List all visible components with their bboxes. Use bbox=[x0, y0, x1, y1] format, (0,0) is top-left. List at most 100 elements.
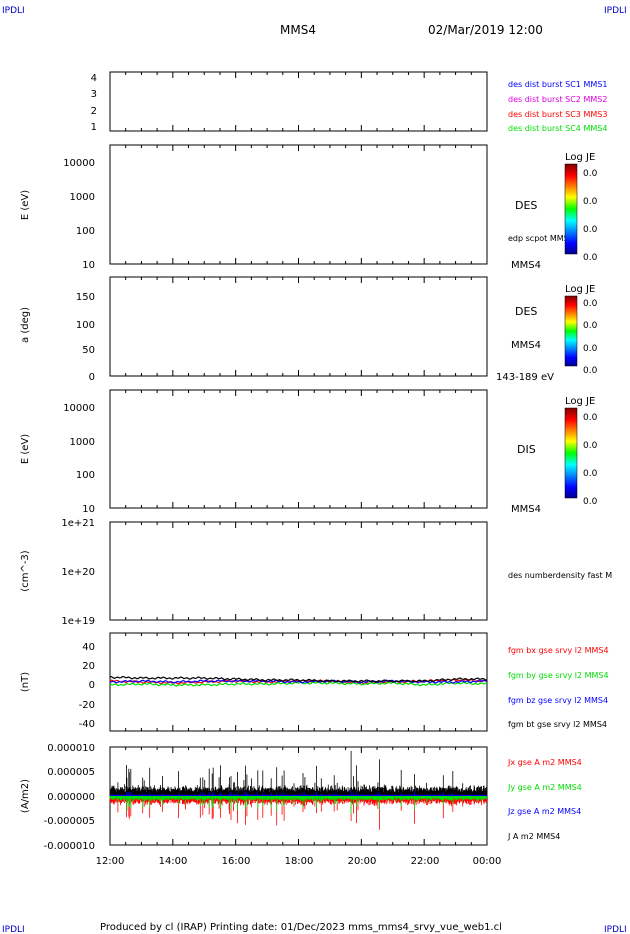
j-series-trace bbox=[109, 796, 487, 830]
tick-label: 4 bbox=[91, 73, 97, 84]
tick-label: 20 bbox=[82, 661, 95, 672]
tick-label: 10000 bbox=[63, 158, 95, 169]
j-series-trace bbox=[109, 796, 487, 814]
legend-label: des dist burst SC2 MMS2 bbox=[508, 95, 607, 104]
colorbar-tick: 0.0 bbox=[583, 197, 598, 207]
colorbar-tick: 0.0 bbox=[583, 441, 598, 451]
colorbar-tick: 0.0 bbox=[583, 497, 598, 507]
tick-label: -0.000005 bbox=[44, 816, 95, 827]
colorbar-tick: 0.0 bbox=[583, 225, 598, 235]
legend-label: des numberdensity fast M bbox=[508, 571, 612, 580]
tick-label: 100 bbox=[76, 470, 95, 481]
panel-des-energy-frame bbox=[109, 144, 488, 265]
j-series-trace bbox=[109, 750, 487, 796]
colorbar-title: Log JE bbox=[565, 284, 595, 295]
legend-label: fgm by gse srvy l2 MMS4 bbox=[508, 671, 609, 680]
legend-label: Jy gse A m2 MMS4 bbox=[507, 783, 582, 792]
panel-label-dis: DIS bbox=[517, 443, 536, 456]
tick-label: 150 bbox=[76, 292, 95, 303]
axis-label-dis-energy: E (eV) bbox=[20, 434, 31, 464]
plot-datetime: 02/Mar/2019 12:00 bbox=[428, 23, 543, 37]
axis-label-magnetic-field: (nT) bbox=[20, 672, 31, 692]
panel-des-pitch-frame bbox=[109, 276, 488, 377]
colorbar-dis-energy: Log JE 0.0 0.0 0.0 0.0 bbox=[564, 396, 598, 507]
colorbar-title: Log JE bbox=[565, 396, 595, 407]
legend-label: fgm bz gse srvy l2 MMS4 bbox=[508, 696, 608, 705]
panel-spacecraft-frame bbox=[109, 71, 488, 132]
b-series-line bbox=[109, 679, 488, 684]
magnetic-field-traces bbox=[109, 675, 488, 687]
j-series-trace bbox=[109, 790, 487, 796]
colorbar bbox=[564, 163, 578, 255]
legend-label: des dist burst SC4 MMS4 bbox=[508, 124, 607, 133]
tick-label: 1e+19 bbox=[61, 616, 95, 627]
axis-label-des-energy: E (eV) bbox=[20, 190, 31, 220]
panel-label-des: DES bbox=[515, 305, 537, 318]
tick-label: 3 bbox=[91, 89, 97, 100]
x-tick-label: 12:00 bbox=[96, 856, 125, 867]
colorbar-tick: 0.0 bbox=[583, 413, 598, 423]
panel-density-frame bbox=[109, 521, 488, 621]
colorbar bbox=[564, 407, 578, 499]
tick-label: -0.000010 bbox=[44, 841, 95, 852]
current-density-traces bbox=[109, 750, 487, 830]
tick-label: 0.000010 bbox=[47, 743, 95, 754]
panel-label-probe: MMS4 bbox=[511, 260, 541, 271]
corner-label-top-right: IPDLI bbox=[604, 6, 627, 16]
b-series-line bbox=[109, 681, 488, 687]
legend-label: Jz gse A m2 MMS4 bbox=[507, 807, 581, 816]
corner-label-top-left: IPDLI bbox=[2, 6, 25, 16]
tick-label: 1e+20 bbox=[61, 567, 95, 578]
x-tick-label: 16:00 bbox=[222, 856, 251, 867]
b-series-line bbox=[109, 675, 488, 683]
tick-label: 1000 bbox=[70, 437, 95, 448]
panel-label-probe: MMS4 bbox=[511, 340, 541, 351]
tick-label: -20 bbox=[79, 700, 95, 711]
x-tick-label: 18:00 bbox=[285, 856, 314, 867]
legend-label: Jx gse A m2 MMS4 bbox=[507, 758, 582, 767]
panel-label-des: DES bbox=[515, 199, 537, 212]
x-tick-label: 20:00 bbox=[348, 856, 377, 867]
tick-label: 0 bbox=[89, 680, 95, 691]
axis-label-density: (cm^-3) bbox=[20, 550, 31, 591]
tick-label: 1000 bbox=[70, 192, 95, 203]
colorbar-tick: 0.0 bbox=[583, 169, 598, 179]
colorbar-tick: 0.0 bbox=[583, 366, 598, 376]
tick-label: 10 bbox=[82, 504, 95, 515]
tick-label: 10000 bbox=[63, 403, 95, 414]
legend-label: des dist burst SC3 MMS3 bbox=[508, 110, 607, 119]
corner-label-bottom-right: IPDLI bbox=[604, 925, 627, 934]
x-tick-label: 00:00 bbox=[473, 856, 502, 867]
plot-title: MMS4 bbox=[280, 23, 316, 37]
colorbar-des-energy: Log JE 0.0 0.0 0.0 0.0 bbox=[564, 152, 598, 263]
tick-label: 0.000000 bbox=[47, 792, 95, 803]
panel-dis-energy-frame bbox=[109, 389, 488, 509]
axis-ticks bbox=[109, 72, 488, 845]
colorbar-des-pitch: Log JE 0.0 0.0 0.0 0.0 bbox=[564, 284, 598, 376]
tick-label: 1 bbox=[91, 122, 97, 133]
legend-label: des dist burst SC1 MMS1 bbox=[508, 80, 607, 89]
tick-label: 0 bbox=[89, 372, 95, 383]
colorbar-tick: 0.0 bbox=[583, 299, 598, 309]
colorbar-tick: 0.0 bbox=[583, 469, 598, 479]
tick-label: 1e+21 bbox=[61, 518, 95, 529]
tick-label: 0.000005 bbox=[47, 767, 95, 778]
panel-label-energy-range: 143-189 eV bbox=[496, 372, 554, 383]
panel-label-scpot: edp scpot MMS4 bbox=[508, 234, 574, 243]
tick-label: 100 bbox=[76, 226, 95, 237]
tick-label: 40 bbox=[82, 642, 95, 653]
axis-label-pitch: a (deg) bbox=[20, 307, 31, 343]
colorbar bbox=[564, 295, 578, 367]
legend-label: fgm bt gse srvy l2 MMS4 bbox=[508, 720, 607, 729]
colorbar-tick: 0.0 bbox=[583, 253, 598, 263]
x-tick-label: 14:00 bbox=[159, 856, 188, 867]
tick-label: 100 bbox=[76, 320, 95, 331]
legend-label: fgm bx gse srvy l2 MMS4 bbox=[508, 646, 609, 655]
colorbar-title: Log JE bbox=[565, 152, 595, 163]
panel-label-probe: MMS4 bbox=[511, 504, 541, 515]
axis-label-current-density: (A/m2) bbox=[20, 779, 31, 813]
tick-label: 10 bbox=[82, 260, 95, 271]
tick-label: 50 bbox=[82, 345, 95, 356]
x-tick-label: 22:00 bbox=[411, 856, 440, 867]
